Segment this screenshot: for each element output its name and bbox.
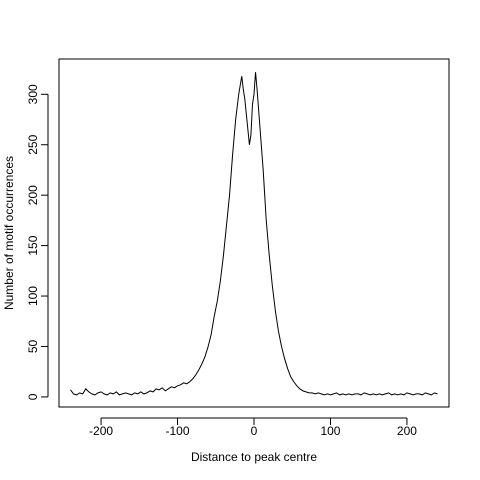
y-tick-label: 200 [26, 185, 40, 205]
y-tick-label: 0 [26, 393, 40, 400]
plot-frame [58, 58, 450, 408]
x-tick-label: 200 [397, 424, 417, 438]
y-axis: 0 50 100 150 200 250 300 [26, 84, 49, 400]
x-tick-label: 0 [251, 424, 258, 438]
y-tick-label: 250 [26, 134, 40, 154]
y-tick-label: 50 [26, 339, 40, 353]
y-tick-label: 150 [26, 235, 40, 255]
y-tick-label: 100 [26, 286, 40, 306]
y-tick-label: 300 [26, 84, 40, 104]
motif-occurrence-line [70, 72, 438, 396]
y-axis-label: Number of motif occurrences [2, 156, 16, 310]
x-tick-label: 100 [320, 424, 340, 438]
x-tick-label: -100 [166, 424, 190, 438]
x-axis-label: Distance to peak centre [191, 450, 317, 464]
x-axis: -200 -100 0 100 200 [89, 417, 417, 438]
x-tick-label: -200 [89, 424, 113, 438]
